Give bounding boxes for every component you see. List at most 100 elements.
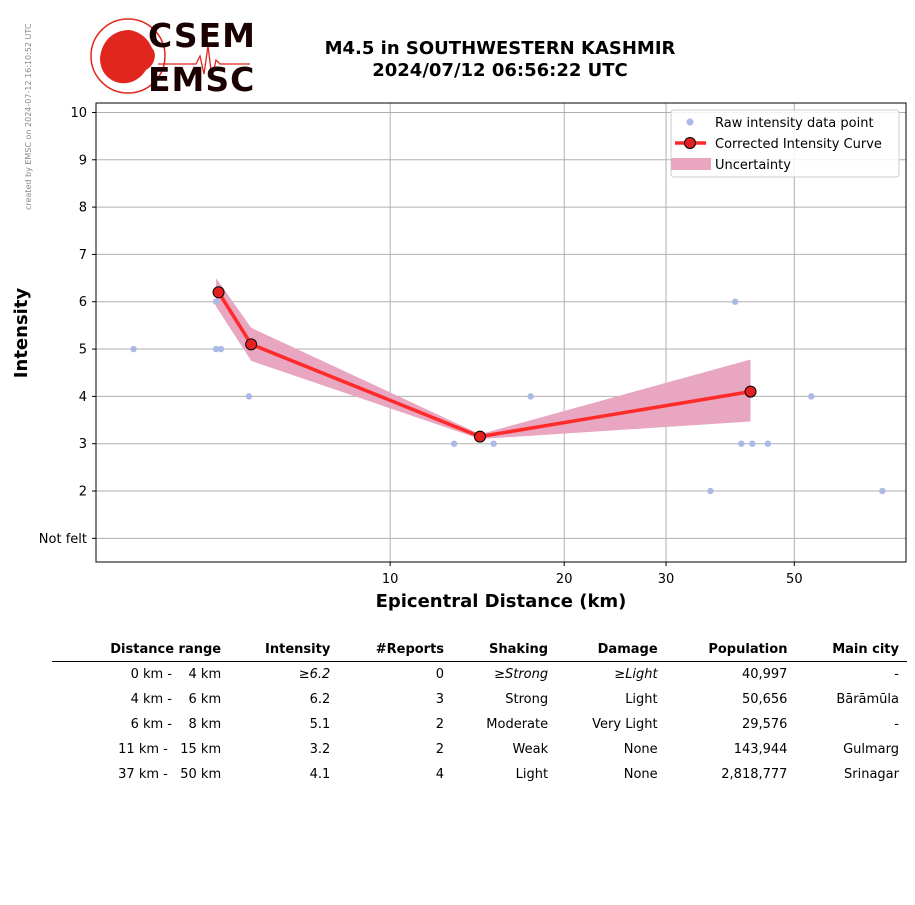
logo-seismogram <box>158 45 250 79</box>
y-tick-label: Not felt <box>39 532 87 547</box>
cell-population: 50,656 <box>741 691 788 707</box>
uncertainty-band <box>216 278 751 439</box>
raw-data-point <box>808 393 815 400</box>
chart-title: M4.5 in SOUTHWESTERN KASHMIR 2024/07/12 … <box>270 38 730 82</box>
ticks-layer: Not felt 2 3 4 5 6 7 8 9 10 10 20 30 50 <box>39 106 803 587</box>
cell-main-city: Gulmarg <box>843 741 899 757</box>
y-tick-label: 6 <box>79 295 87 310</box>
raw-data-point <box>749 440 756 447</box>
chart-title-line1: M4.5 in SOUTHWESTERN KASHMIR <box>324 38 676 59</box>
curve-marker <box>744 385 757 398</box>
raw-data-point <box>527 393 534 400</box>
logo-globe-ring <box>90 18 166 94</box>
raw-data-point <box>217 345 225 353</box>
logo-emsc-word: EMSC <box>148 60 256 99</box>
x-tick-label: 50 <box>786 572 803 587</box>
cell-intensity: 3.2 <box>309 741 331 757</box>
legend-box <box>670 109 900 178</box>
cell-reports: 4 <box>435 766 445 782</box>
cell-distance-range: 6 km - 8 km <box>130 716 222 732</box>
cell-shaking: Moderate <box>486 716 549 732</box>
header-main-city: Main city <box>795 640 907 662</box>
legend: Raw intensity data point Corrected Inten… <box>670 109 900 178</box>
summary-table: Distance range Intensity #Reports Shakin… <box>52 640 907 787</box>
table-row: 11 km - 15 km 3.2 2 Weak None 143,944 Gulmarg <box>52 737 907 762</box>
cell-distance-range: 4 km - 6 km <box>130 691 222 707</box>
cell-shaking: Weak <box>512 741 549 757</box>
cell-distance-range: 37 km - 50 km <box>118 766 222 782</box>
legend-raw-label: Raw intensity data point <box>715 116 874 131</box>
cell-damage: Light <box>625 691 658 707</box>
cell-shaking: Strong <box>505 691 549 707</box>
raw-data-point <box>490 440 497 447</box>
logo-csem-word: CSEM <box>148 16 256 55</box>
y-tick-label: 4 <box>79 390 87 405</box>
raw-data-point <box>731 298 739 305</box>
legend-curve-marker <box>684 137 696 149</box>
credit-text: created by EMSC on 2024-07-12 16:10:52 U… <box>24 23 33 210</box>
table-row: 37 km - 50 km 4.1 4 Light None 2,818,777 Srina… <box>52 762 907 787</box>
raw-data-point <box>212 345 220 353</box>
summary-header-row: Distance range Intensity #Reports Shakin… <box>52 640 907 662</box>
legend-curve-label: Corrected Intensity Curve <box>715 137 882 152</box>
table-row: 0 km - 4 km ≥6.2 0 ≥Strong ≥Light 40,997 - <box>52 662 907 688</box>
curve-marker <box>212 286 225 299</box>
cell-population: 143,944 <box>733 741 788 757</box>
curve-marker <box>245 338 258 351</box>
cell-population: 40,997 <box>741 666 788 682</box>
cell-main-city: - <box>894 716 899 732</box>
raw-data-point <box>212 298 220 305</box>
intensity-chart: Not felt 2 3 4 5 6 7 8 9 10 10 20 30 50 Epicentral Di… <box>11 102 907 612</box>
raw-data-point <box>450 440 458 447</box>
header-distance-range: Distance range <box>52 640 230 662</box>
legend-raw-swatch <box>686 118 694 126</box>
raw-data-point <box>764 440 772 447</box>
logo-map-shape <box>100 30 155 84</box>
raw-points-layer <box>130 298 886 495</box>
cell-intensity: 5.1 <box>309 716 331 732</box>
cell-reports: 3 <box>435 691 445 707</box>
cell-main-city: - <box>894 666 899 682</box>
cell-reports: 0 <box>435 666 445 682</box>
y-tick-label: 3 <box>79 437 87 452</box>
cell-damage: Very Light <box>592 716 658 732</box>
cell-intensity: 6.2 <box>309 691 331 707</box>
cell-distance-range: 11 km - 15 km <box>118 741 222 757</box>
raw-data-point <box>738 440 745 447</box>
emsc-logo <box>90 18 250 94</box>
uncertainty-layer <box>216 278 751 439</box>
y-tick-label: 8 <box>79 201 87 216</box>
raw-data-point <box>245 393 253 400</box>
plot-frame <box>95 102 907 563</box>
y-tick-label: 2 <box>79 485 87 500</box>
cell-damage: ≥Light <box>614 666 658 682</box>
x-tick-label: 10 <box>382 572 399 587</box>
legend-uncertainty-label: Uncertainty <box>715 158 791 173</box>
y-axis-title: Intensity <box>11 288 32 379</box>
legend-uncertainty-swatch <box>671 158 711 170</box>
header-intensity: Intensity <box>229 640 339 662</box>
table-row: 4 km - 6 km 6.2 3 Strong Light 50,656 Bārāmūla <box>52 687 907 712</box>
cell-population: 29,576 <box>741 716 788 732</box>
header-reports: #Reports <box>338 640 453 662</box>
cell-main-city: Srinagar <box>844 766 899 782</box>
x-axis-title: Epicentral Distance (km) <box>376 591 627 612</box>
y-tick-label: 7 <box>79 248 87 263</box>
raw-data-point <box>707 487 714 495</box>
cell-shaking: Light <box>515 766 549 782</box>
corrected-intensity-curve <box>217 291 751 439</box>
header-population: Population <box>665 640 796 662</box>
header-shaking: Shaking <box>452 640 557 662</box>
cell-main-city: Bārāmūla <box>836 691 899 707</box>
raw-data-point <box>130 345 137 353</box>
table-row: 6 km - 8 km 5.1 2 Moderate Very Light 29,576 - <box>52 712 907 737</box>
curve-marker <box>473 430 486 443</box>
cell-intensity: ≥6.2 <box>298 666 331 682</box>
cell-reports: 2 <box>435 716 445 732</box>
cell-shaking: ≥Strong <box>494 666 549 682</box>
cell-distance-range: 0 km - 4 km <box>130 666 222 682</box>
header-damage: Damage <box>556 640 666 662</box>
raw-data-point <box>879 487 886 495</box>
y-tick-label: 10 <box>70 106 87 121</box>
cell-reports: 2 <box>435 741 445 757</box>
